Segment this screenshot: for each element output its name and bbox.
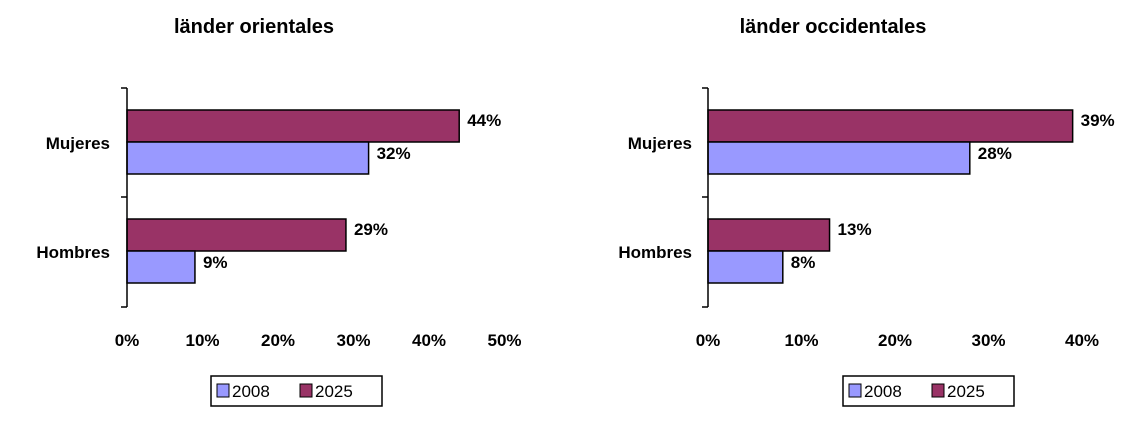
legend-swatch-2025 <box>299 383 313 398</box>
bar-2008-hombres <box>126 250 196 284</box>
data-label: 44% <box>467 111 501 130</box>
data-label: 9% <box>203 253 228 272</box>
bar-2008-hombres <box>707 250 784 284</box>
chart-title: länder orientales <box>174 16 334 38</box>
legend-swatch-2008 <box>216 383 230 398</box>
x-tick-label: 20% <box>261 331 295 350</box>
x-tick-label: 10% <box>185 331 219 350</box>
legend-label-2025: 2025 <box>947 382 985 401</box>
legend-swatch-2025 <box>931 383 945 398</box>
x-tick-label: 0% <box>696 331 721 350</box>
bar-2025-hombres <box>126 218 347 252</box>
legend-swatch-2008 <box>848 383 862 398</box>
data-label: 32% <box>377 144 411 163</box>
data-label: 39% <box>1081 111 1115 130</box>
x-tick-label: 10% <box>784 331 818 350</box>
bar-2025-hombres <box>707 218 831 252</box>
data-label: 8% <box>791 253 816 272</box>
legend-label-2008: 2008 <box>864 382 902 401</box>
data-label: 13% <box>838 220 872 239</box>
x-tick-label: 20% <box>878 331 912 350</box>
legend-box <box>842 375 1015 407</box>
bar-2025-mujeres <box>707 109 1074 143</box>
x-tick-label: 40% <box>412 331 446 350</box>
x-tick-label: 30% <box>336 331 370 350</box>
bar-2008-mujeres <box>707 141 971 175</box>
category-label: Mujeres <box>628 134 692 153</box>
bar-2008-mujeres <box>126 141 370 175</box>
category-label: Hombres <box>36 243 110 262</box>
x-tick-label: 40% <box>1065 331 1099 350</box>
x-tick-label: 0% <box>115 331 140 350</box>
bar-2025-mujeres <box>126 109 460 143</box>
data-label: 29% <box>354 220 388 239</box>
data-label: 28% <box>978 144 1012 163</box>
category-label: Mujeres <box>46 134 110 153</box>
x-tick-label: 50% <box>487 331 521 350</box>
x-tick-label: 30% <box>971 331 1005 350</box>
chart-title: länder occidentales <box>740 16 927 38</box>
legend-label-2008: 2008 <box>232 382 270 401</box>
category-label: Hombres <box>618 243 692 262</box>
legend-label-2025: 2025 <box>315 382 353 401</box>
legend-box <box>210 375 383 407</box>
